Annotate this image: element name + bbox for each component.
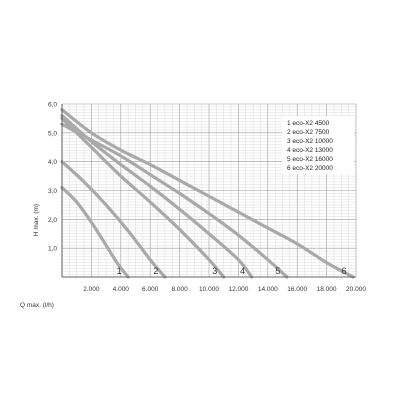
curve-2 [60,160,167,279]
curve-1 [60,186,130,279]
x-tick-label: 10.000 [199,286,219,293]
curve-6 [60,108,355,279]
x-tick-label: 18.000 [317,286,337,293]
x-tick-label: 12.000 [228,286,248,293]
curve-label-4: 4 [240,266,245,276]
y-tick-label: 2,0 [48,217,57,224]
y-axis-title: H max. (m) [33,204,40,236]
axes: 2.000 4.000 6.000 8.000 10.000 12.000 14.000 16… [48,102,366,294]
y-tick-label: 6,0 [48,102,57,109]
legend-background [282,116,354,174]
curve-3 [60,116,226,279]
x-axis-title: Q max. (l/h) [20,302,54,309]
x-tick-label: 14.000 [258,286,278,293]
curve-label-1: 1 [117,266,122,276]
legend-entry-1: 1 eco-X2 4500 [287,120,330,127]
y-tick-label: 4,0 [48,159,57,166]
y-tick-label: 1,0 [48,246,57,253]
curve-label-3: 3 [212,266,217,276]
x-tick-label: 20.000 [346,286,366,293]
x-tick-label: 16.000 [287,286,307,293]
legend-entry-5: 5 eco-X2 16000 [287,156,333,163]
curve-5 [60,122,289,279]
x-tick-label: 2.000 [83,286,100,293]
legend-entry-3: 3 eco-X2 10000 [287,138,333,145]
legend-entry-6: 6 eco-X2 20000 [287,165,333,172]
curve-label-6: 6 [342,266,347,276]
curves: 1 2 3 4 5 6 [60,108,355,279]
curve-label-2: 2 [153,266,158,276]
x-tick-label: 6.000 [142,286,159,293]
x-tick-label: 8.000 [171,286,188,293]
x-tick-label: 4.000 [113,286,130,293]
legend: 1 eco-X2 4500 2 eco-X2 7500 3 eco-X2 100… [287,120,333,172]
y-tick-label: 3,0 [48,188,57,195]
legend-entry-2: 2 eco-X2 7500 [287,129,330,136]
y-tick-label: 5,0 [48,130,57,137]
legend-entry-4: 4 eco-X2 13000 [287,147,333,154]
curve-4 [60,113,254,279]
curve-label-5: 5 [275,266,280,276]
